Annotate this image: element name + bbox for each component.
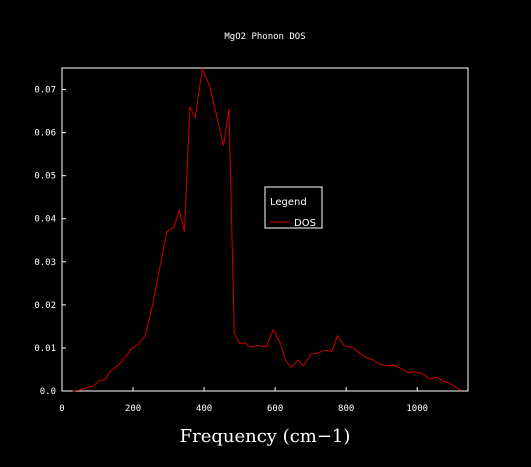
plot-frame [61,67,469,392]
y-tick-label: 0.03 [34,258,56,268]
dos-series-line [72,67,462,392]
x-axis-label: Frequency (cm−1) [180,426,351,447]
y-tick-label: 0.04 [34,215,56,225]
x-tick-label: 1000 [406,404,428,414]
legend-entry-dos: DOS [294,218,316,229]
chart-title: MgO2 Phonon DOS [224,32,305,42]
y-tick-label: 0.07 [34,86,56,96]
y-axis: 0.0 0.01 0.02 0.03 0.04 0.05 0.06 0.07 [34,86,66,397]
y-tick-label: 0.01 [34,344,56,354]
x-tick-label: 800 [338,404,354,414]
y-tick-label: 0.06 [34,129,56,139]
x-tick-label: 400 [196,404,212,414]
y-tick-label: 0.02 [34,301,56,311]
legend-box [264,186,323,229]
y-tick-label: 0.05 [34,172,56,182]
x-tick-label: 600 [267,404,283,414]
x-axis: 0 200 400 600 800 1000 [59,387,428,414]
legend-title: Legend [270,197,307,208]
x-tick-label: 0 [59,404,64,414]
legend: Legend DOS [264,186,323,229]
y-tick-label: 0.0 [40,387,56,397]
x-tick-label: 200 [125,404,141,414]
